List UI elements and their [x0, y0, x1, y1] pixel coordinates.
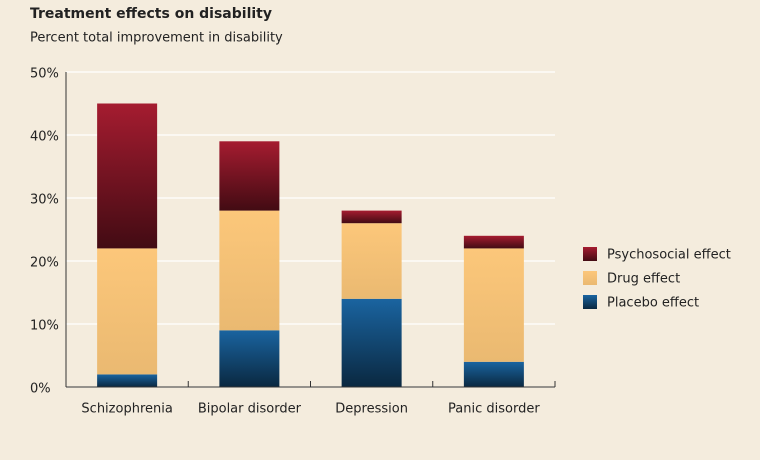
legend-swatch — [583, 247, 597, 261]
bar-segment — [219, 141, 280, 211]
y-tick-label: 20% — [30, 256, 59, 271]
bar-segment — [97, 248, 158, 375]
legend-label: Drug effect — [607, 272, 680, 287]
y-tick-label: 50% — [30, 67, 59, 82]
y-tick-label: 30% — [30, 193, 59, 208]
bar-segment — [341, 298, 402, 387]
bar-segment — [97, 103, 158, 249]
chart-title: Treatment effects on disability — [30, 6, 272, 22]
bar-segment — [341, 223, 402, 299]
y-tick-label: 0% — [30, 382, 51, 397]
x-tick-label: Schizophrenia — [81, 402, 172, 417]
bar-segment — [463, 235, 524, 249]
x-tick-label: Bipolar disorder — [198, 402, 302, 417]
x-tick-label: Depression — [335, 402, 408, 417]
bar-segment — [219, 330, 280, 387]
y-tick-label: 10% — [30, 319, 59, 334]
x-tick-label: Panic disorder — [448, 402, 540, 417]
bar-segment — [97, 374, 158, 387]
legend-swatch — [583, 295, 597, 309]
legend-label: Psychosocial effect — [607, 248, 731, 263]
bar-segment — [463, 361, 524, 387]
legend-label: Placebo effect — [607, 296, 699, 311]
bar-segment — [463, 248, 524, 362]
legend-swatch — [583, 271, 597, 285]
bar-segment — [219, 210, 280, 331]
chart-subtitle: Percent total improvement in disability — [30, 31, 283, 46]
y-tick-label: 40% — [30, 130, 59, 145]
bar-segment — [341, 210, 402, 224]
